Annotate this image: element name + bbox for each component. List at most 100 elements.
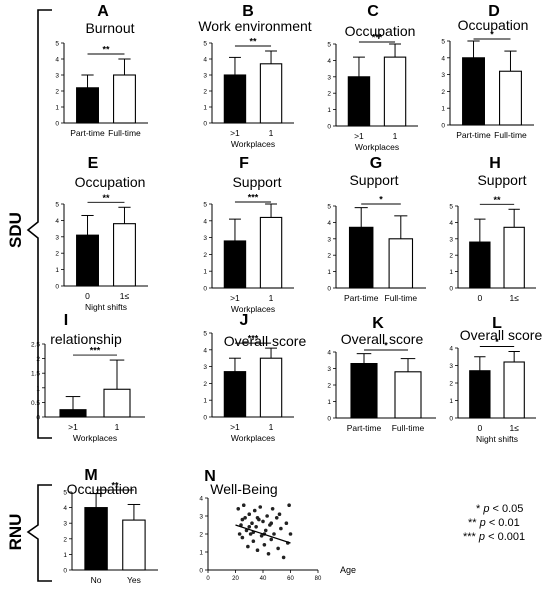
significance-stars: * [379,195,383,205]
y-tick-label: 3 [203,364,207,371]
y-tick-label: 0 [327,416,331,423]
y-tick-label: 2 [327,383,331,390]
y-tick-label: 2 [55,251,59,258]
y-tick-label: 0 [449,286,453,293]
panel-letter: E [88,155,99,172]
category-label: Full-time [392,423,425,433]
y-tick-label: 1 [449,398,453,405]
category-label: 1 [115,422,120,432]
legend-p01: ** p < 0.01 [468,517,520,529]
scatter-point [281,555,286,560]
scatter-point [269,521,274,525]
scatter-point [263,528,268,533]
y-tick-label: 3 [203,73,207,80]
significance-stars: *** [90,346,101,356]
scatter-point [258,505,263,509]
significance-stars: * [490,30,494,40]
y-tick-label: 3 [55,73,59,80]
y-tick-label: 2 [203,252,207,259]
x-axis-label: Workplaces [231,304,275,314]
x-axis-label: Workplaces [73,433,117,443]
panel-letter: I [64,312,68,329]
y-tick-label: 0 [55,284,59,291]
category-label: 0 [85,291,90,301]
y-tick-label: 2 [199,532,203,539]
y-tick-label: 1 [327,269,331,276]
panel-letter: G [370,155,382,172]
scatter-point [237,532,242,536]
scatter-point [276,546,280,551]
y-tick-label: 2 [449,381,453,388]
y-tick-label: 1 [63,552,67,559]
scatter-point [236,507,241,511]
rnu-label: RNU [6,514,25,551]
category-label: 1≤ [509,423,519,433]
x-axis-label: Night shifts [476,434,518,444]
bar-black [223,74,247,124]
y-tick-label: 5 [203,41,207,48]
significance-stars: ** [102,193,110,203]
category-label: Full-time [108,128,141,138]
trend-line [235,524,291,544]
category-label: Part-time [344,293,379,303]
panel-title: Work environment [198,18,311,34]
y-tick-label: 3 [327,366,331,373]
legend-p05: * p < 0.05 [476,503,523,515]
bar-black [348,226,374,289]
category-label: 0 [477,293,482,303]
y-tick-label: 5 [203,202,207,209]
panel-title: Burnout [85,20,134,36]
y-tick-label: 2 [203,381,207,388]
bar-black [84,507,108,571]
y-tick-label: 5 [449,204,453,211]
category-label: 1 [269,293,274,303]
y-tick-label: 4 [327,58,331,65]
scatter-point [243,516,247,520]
y-tick-label: 3 [327,74,331,81]
significance-stars: ** [493,195,501,205]
y-tick-label: 2 [36,356,40,363]
y-tick-label: 4 [203,57,207,64]
category-label: >1 [230,128,240,138]
scatter-point [277,512,282,516]
category-label: 1 [269,128,274,138]
scatter-point [274,516,279,520]
rnu-bracket [26,484,52,582]
y-tick-label: 1 [203,105,207,112]
significance-stars: ** [102,45,110,55]
panel-title: Overall score [224,333,307,349]
y-tick-label: 3 [449,363,453,370]
category-label: >1 [230,422,240,432]
x-tick-label: 0 [206,576,210,582]
y-tick-label: 1 [203,398,207,405]
scatter-point [284,521,289,525]
scatter-point [241,503,246,508]
y-tick-label: 2.5 [31,342,40,349]
scatter-point [272,532,276,536]
y-tick-label: 3 [441,72,445,79]
x-tick-label: 60 [287,576,294,582]
scatter-point [248,532,253,536]
bar-white [103,388,131,418]
y-tick-label: 0 [327,124,331,131]
y-tick-label: 2 [327,253,331,260]
bar-black [223,371,247,418]
y-tick-label: 0 [203,121,207,128]
x-tick-label: 20 [232,576,239,582]
y-tick-label: 2 [55,89,59,96]
legend-p001: *** p < 0.001 [463,531,525,543]
sdu-label: SDU [6,212,25,248]
y-tick-label: 1 [327,399,331,406]
x-axis-label: Night shifts [85,302,127,312]
y-tick-label: 3 [327,236,331,243]
panel-title: Support [232,174,281,190]
panel-title: Occupation [75,174,146,190]
y-tick-label: 4 [199,496,203,503]
y-tick-label: 5 [63,490,67,497]
bar-black [469,370,491,419]
category-label: >1 [68,422,78,432]
